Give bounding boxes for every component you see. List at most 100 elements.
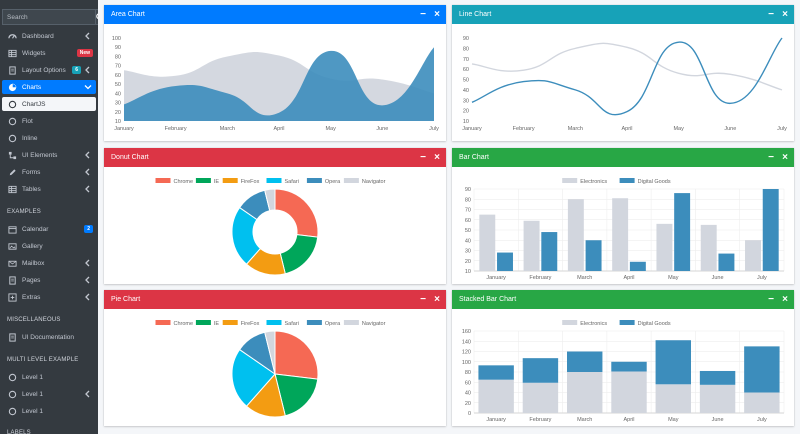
y-tick-label: 40 bbox=[465, 238, 471, 244]
bar bbox=[629, 261, 646, 271]
bar bbox=[522, 358, 559, 383]
close-button[interactable]: × bbox=[782, 9, 788, 20]
sidebar-section-header: MISCELLANEOUS bbox=[7, 317, 61, 323]
sidebar-item-forms[interactable]: Forms bbox=[2, 165, 96, 179]
legend-swatch bbox=[155, 320, 171, 325]
collapse-button[interactable]: − bbox=[768, 152, 774, 163]
bar bbox=[718, 253, 735, 271]
x-tick-label: May bbox=[673, 126, 684, 132]
close-button[interactable]: × bbox=[782, 152, 788, 163]
sidebar-item-label: Forms bbox=[22, 168, 41, 176]
legend-swatch bbox=[343, 178, 359, 183]
sidebar-item-tables[interactable]: Tables bbox=[2, 182, 96, 196]
collapse-button[interactable]: − bbox=[420, 294, 426, 305]
card-title: Line Chart bbox=[459, 11, 492, 18]
sidebar-item-layout-options[interactable]: Layout Options 6 bbox=[2, 63, 96, 77]
legend-label: Navigator bbox=[362, 179, 386, 185]
y-tick-label: 10 bbox=[115, 119, 121, 125]
sidebar-item-level-1[interactable]: Level 1 bbox=[2, 387, 96, 401]
legend-label: Digital Goods bbox=[638, 179, 671, 185]
close-button[interactable]: × bbox=[434, 9, 440, 20]
sidebar-item-dashboard[interactable]: Dashboard bbox=[2, 29, 96, 43]
line-chart: 10 20 30 40 50 60 70 80 90 January February March Ap… bbox=[462, 36, 787, 132]
x-tick-label: April bbox=[621, 126, 632, 132]
bar bbox=[744, 346, 780, 393]
y-tick-label: 20 bbox=[465, 259, 471, 265]
legend-swatch bbox=[155, 178, 171, 183]
pie-slice bbox=[231, 206, 262, 265]
collapse-button[interactable]: − bbox=[768, 294, 774, 305]
collapse-button[interactable]: − bbox=[420, 9, 426, 20]
search-button[interactable] bbox=[95, 9, 98, 25]
sidebar-item-extras[interactable]: Extras bbox=[2, 290, 96, 304]
sidebar-item-label: Extras bbox=[22, 293, 41, 301]
pie-slice bbox=[231, 348, 276, 407]
sidebar-item-gallery[interactable]: Gallery bbox=[2, 239, 96, 253]
legend-swatch bbox=[306, 320, 322, 325]
bar bbox=[699, 384, 736, 413]
sidebar-item-ui-elements[interactable]: UI Elements bbox=[2, 148, 96, 162]
legend-swatch bbox=[343, 320, 359, 325]
search-input[interactable] bbox=[2, 9, 95, 25]
sidebar-item-ui-documentation[interactable]: UI Documentation bbox=[2, 330, 96, 344]
sidebar-item-charts[interactable]: Charts bbox=[2, 80, 96, 94]
card-title: Stacked Bar Chart bbox=[459, 296, 517, 303]
sidebar-item-label: Layout Options bbox=[22, 66, 66, 74]
circle-icon bbox=[8, 100, 17, 109]
y-tick-label: 20 bbox=[115, 110, 121, 116]
sidebar-item-pages[interactable]: Pages bbox=[2, 273, 96, 287]
x-tick-label: February bbox=[513, 126, 535, 132]
circle-icon bbox=[8, 373, 17, 382]
bar bbox=[567, 199, 584, 271]
sidebar-item-label: Level 1 bbox=[22, 407, 43, 415]
area-series bbox=[124, 47, 434, 121]
legend-swatch bbox=[306, 178, 322, 183]
bar bbox=[611, 371, 647, 413]
y-tick-label: 60 bbox=[115, 73, 121, 79]
sidebar-item-flot[interactable]: Flot bbox=[2, 114, 96, 128]
bar bbox=[655, 384, 691, 413]
pie-chart-icon bbox=[8, 83, 17, 92]
sidebar-item-label: Tables bbox=[22, 185, 41, 193]
y-tick-label: 0 bbox=[468, 411, 471, 417]
sidebar-item-level-1[interactable]: Level 1 bbox=[2, 404, 96, 418]
legend-swatch bbox=[619, 178, 635, 183]
y-tick-label: 50 bbox=[115, 82, 121, 88]
plus-square-icon bbox=[8, 292, 17, 302]
chevron-left-icon bbox=[84, 259, 92, 267]
sidebar-item-mailbox[interactable]: Mailbox bbox=[2, 256, 96, 270]
sidebar-section-header: MULTI LEVEL EXAMPLE bbox=[7, 357, 79, 363]
bar bbox=[585, 240, 602, 271]
y-tick-label: 10 bbox=[463, 119, 469, 125]
card-title: Bar Chart bbox=[459, 154, 489, 161]
legend-label: Safari bbox=[285, 321, 299, 327]
circle-icon bbox=[8, 390, 17, 399]
legend-swatch bbox=[562, 320, 578, 325]
x-tick-label: July bbox=[757, 417, 767, 423]
collapse-button[interactable]: − bbox=[420, 152, 426, 163]
close-button[interactable]: × bbox=[782, 294, 788, 305]
pie-slice bbox=[264, 188, 276, 212]
y-tick-label: 60 bbox=[465, 380, 471, 386]
sidebar-item-label: Level 1 bbox=[22, 373, 43, 381]
collapse-button[interactable]: − bbox=[768, 9, 774, 20]
y-tick-label: 30 bbox=[463, 98, 469, 104]
sidebar-item-chartjs[interactable]: ChartJS bbox=[2, 97, 96, 111]
sidebar-item-widgets[interactable]: Widgets New bbox=[2, 46, 96, 60]
sidebar-item-label: UI Elements bbox=[22, 151, 58, 159]
search-icon bbox=[96, 13, 98, 19]
chevron-left-icon bbox=[84, 66, 92, 74]
y-tick-label: 80 bbox=[465, 370, 471, 376]
sidebar-item-level-1[interactable]: Level 1 bbox=[2, 370, 96, 384]
bar bbox=[656, 223, 673, 271]
close-button[interactable]: × bbox=[434, 294, 440, 305]
x-tick-label: July bbox=[429, 126, 439, 132]
circle-icon bbox=[8, 134, 17, 143]
donut-chart: Chrome IE FireFox Safari Opera Navigator bbox=[155, 178, 386, 276]
legend-label: IE bbox=[214, 179, 220, 185]
legend-label: Opera bbox=[325, 321, 341, 327]
close-button[interactable]: × bbox=[434, 152, 440, 163]
sidebar-item-inline[interactable]: Inline bbox=[2, 131, 96, 145]
sidebar-item-calendar[interactable]: Calendar 2 bbox=[2, 222, 96, 236]
pie-slice bbox=[279, 234, 319, 275]
